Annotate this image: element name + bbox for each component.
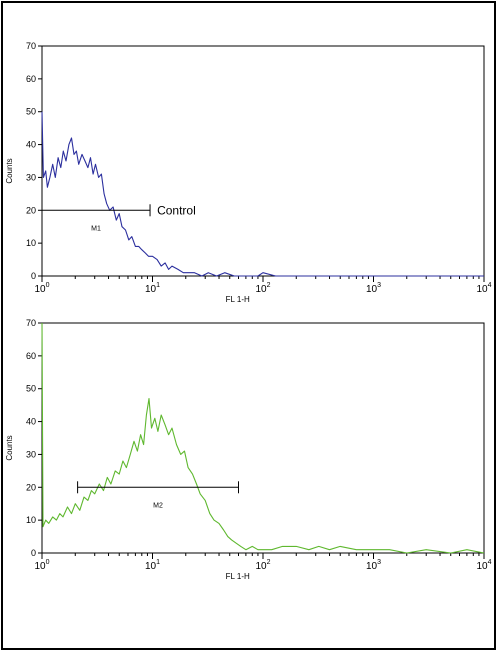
x-tick-label: 101 (145, 282, 160, 295)
gate-marker-label: M2 (153, 502, 163, 509)
x-tick-label: 104 (476, 559, 491, 572)
y-tick-label: 20 (26, 205, 36, 215)
y-tick-label: 40 (26, 140, 36, 150)
plot-area-border (41, 45, 485, 277)
histogram-panel-1: 0 10 20 30 40 50 60 70 100 101 102 103 104 FL 1-H Coun… (5, 41, 492, 304)
y-tick-label: 60 (26, 74, 36, 84)
y-tick-label: 30 (26, 449, 36, 459)
y-tick-label: 0 (31, 548, 36, 558)
x-tick-label: 103 (366, 282, 381, 295)
y-tick-label: 20 (26, 482, 36, 492)
x-tick-label: 102 (255, 559, 270, 572)
y-tick-label: 10 (26, 238, 36, 248)
x-tick-label: 103 (366, 559, 381, 572)
x-tick-label: 104 (476, 282, 491, 295)
x-tick-label: 102 (255, 282, 270, 295)
gate-marker-label: M1 (91, 225, 101, 232)
annotation-label: Control (157, 203, 196, 217)
x-axis-label: FL 1-H (226, 295, 250, 304)
y-tick-label: 50 (26, 107, 36, 117)
y-axis-label: Counts (5, 435, 14, 460)
y-axis-label: Counts (5, 158, 14, 183)
x-tick-label: 100 (34, 282, 49, 295)
x-axis-label: FL 1-H (226, 572, 250, 581)
histogram-panel-2: 0 10 20 30 40 50 60 70 100 101 102 103 104 FL 1-H Coun… (5, 318, 492, 581)
y-tick-label: 50 (26, 384, 36, 394)
histogram-trace (41, 111, 484, 277)
x-tick-label: 100 (34, 559, 49, 572)
y-tick-label: 10 (26, 515, 36, 525)
y-tick-label: 30 (26, 172, 36, 182)
histogram-trace (41, 322, 485, 554)
y-tick-label: 40 (26, 417, 36, 427)
plot-area-border (41, 322, 485, 554)
x-tick-label: 101 (145, 559, 160, 572)
y-tick-label: 70 (26, 41, 36, 51)
y-tick-label: 60 (26, 351, 36, 361)
y-tick-label: 70 (26, 318, 36, 328)
y-tick-label: 0 (31, 271, 36, 281)
